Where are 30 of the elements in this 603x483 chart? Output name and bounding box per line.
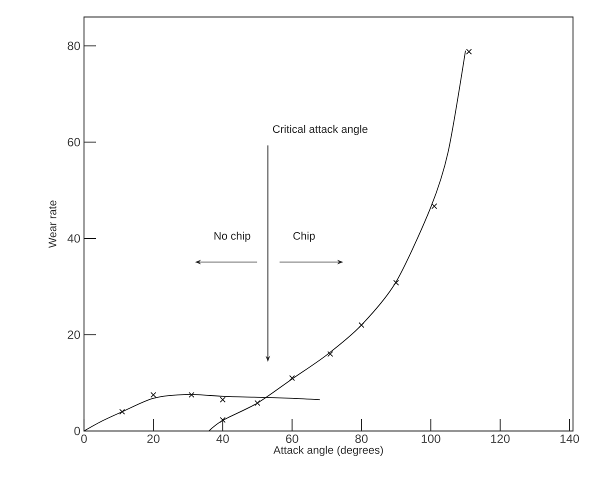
y-tick-label: 0	[74, 426, 80, 436]
y-tick-label: 20	[68, 330, 80, 339]
point	[150, 392, 156, 398]
x-tick-label: 80	[355, 434, 368, 443]
y-tick-label: 60	[68, 138, 80, 146]
x-tick-label: 60	[286, 434, 298, 443]
point	[289, 375, 296, 381]
point	[188, 392, 194, 398]
x-tick-label: 0	[81, 434, 87, 443]
x-tick-label: 40	[216, 434, 229, 443]
point	[466, 48, 472, 55]
point	[119, 408, 126, 415]
x-tick-label: 140	[560, 434, 580, 443]
annotation: Chip	[293, 232, 315, 242]
annotation: Critical attack angle	[272, 124, 368, 136]
point	[220, 417, 226, 423]
y-tick-label: 40	[67, 234, 80, 243]
x-tick-label: 20	[147, 434, 160, 443]
point	[220, 396, 226, 403]
y-tick-label: 80	[68, 42, 80, 50]
x-axis-title: Attack angle (degrees)	[273, 446, 383, 456]
point	[393, 280, 400, 286]
point	[431, 203, 438, 210]
x-tick-label: 100	[422, 434, 440, 443]
point	[327, 351, 334, 357]
annotation: No chip	[214, 232, 250, 242]
point	[254, 400, 260, 406]
y-axis-title: Wear rate	[48, 200, 56, 248]
point	[358, 322, 364, 328]
x-tick-label: 120	[491, 434, 510, 443]
